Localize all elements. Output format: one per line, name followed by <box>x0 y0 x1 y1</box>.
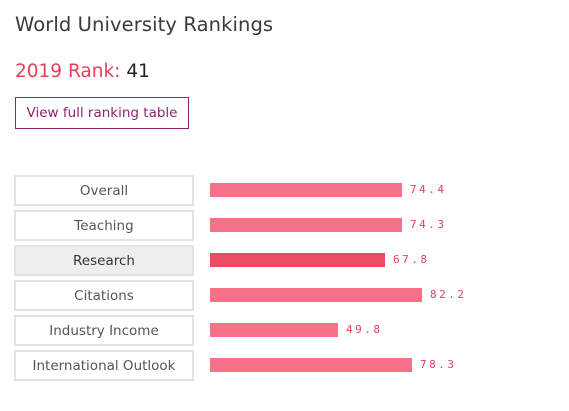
metric-bar <box>210 288 422 302</box>
metric-bar <box>210 183 402 197</box>
metric-row: International Outlook 78.3 <box>14 350 559 385</box>
metric-tab-international-outlook[interactable]: International Outlook <box>14 350 194 381</box>
metric-value: 49.8 <box>346 323 383 336</box>
metric-rows: Overall 74.4 Teaching 74.3 Research 67.8… <box>14 175 559 385</box>
metric-tab-overall[interactable]: Overall <box>14 175 194 206</box>
metric-bar <box>210 323 338 337</box>
metric-value: 67.8 <box>393 253 430 266</box>
rank-line: 2019 Rank: 41 <box>15 61 150 82</box>
metric-bar <box>210 253 385 267</box>
metric-row: Research 67.8 <box>14 245 559 280</box>
metric-value: 74.4 <box>410 183 447 196</box>
metric-tab-citations[interactable]: Citations <box>14 280 194 311</box>
metric-row: Overall 74.4 <box>14 175 559 210</box>
metric-tab-teaching[interactable]: Teaching <box>14 210 194 241</box>
metric-row: Teaching 74.3 <box>14 210 559 245</box>
metric-bar <box>210 218 402 232</box>
metric-bar <box>210 358 412 372</box>
metric-value: 74.3 <box>410 218 447 231</box>
metric-tab-research[interactable]: Research <box>14 245 194 276</box>
page-title: World University Rankings <box>15 13 274 36</box>
metric-value: 82.2 <box>430 288 467 301</box>
view-full-ranking-button[interactable]: View full ranking table <box>15 97 189 129</box>
metric-value: 78.3 <box>420 358 457 371</box>
rank-value: 41 <box>126 61 150 82</box>
metric-row: Citations 82.2 <box>14 280 559 315</box>
metric-row: Industry Income 49.8 <box>14 315 559 350</box>
rank-label: 2019 Rank: <box>15 61 121 82</box>
metric-tab-industry-income[interactable]: Industry Income <box>14 315 194 346</box>
